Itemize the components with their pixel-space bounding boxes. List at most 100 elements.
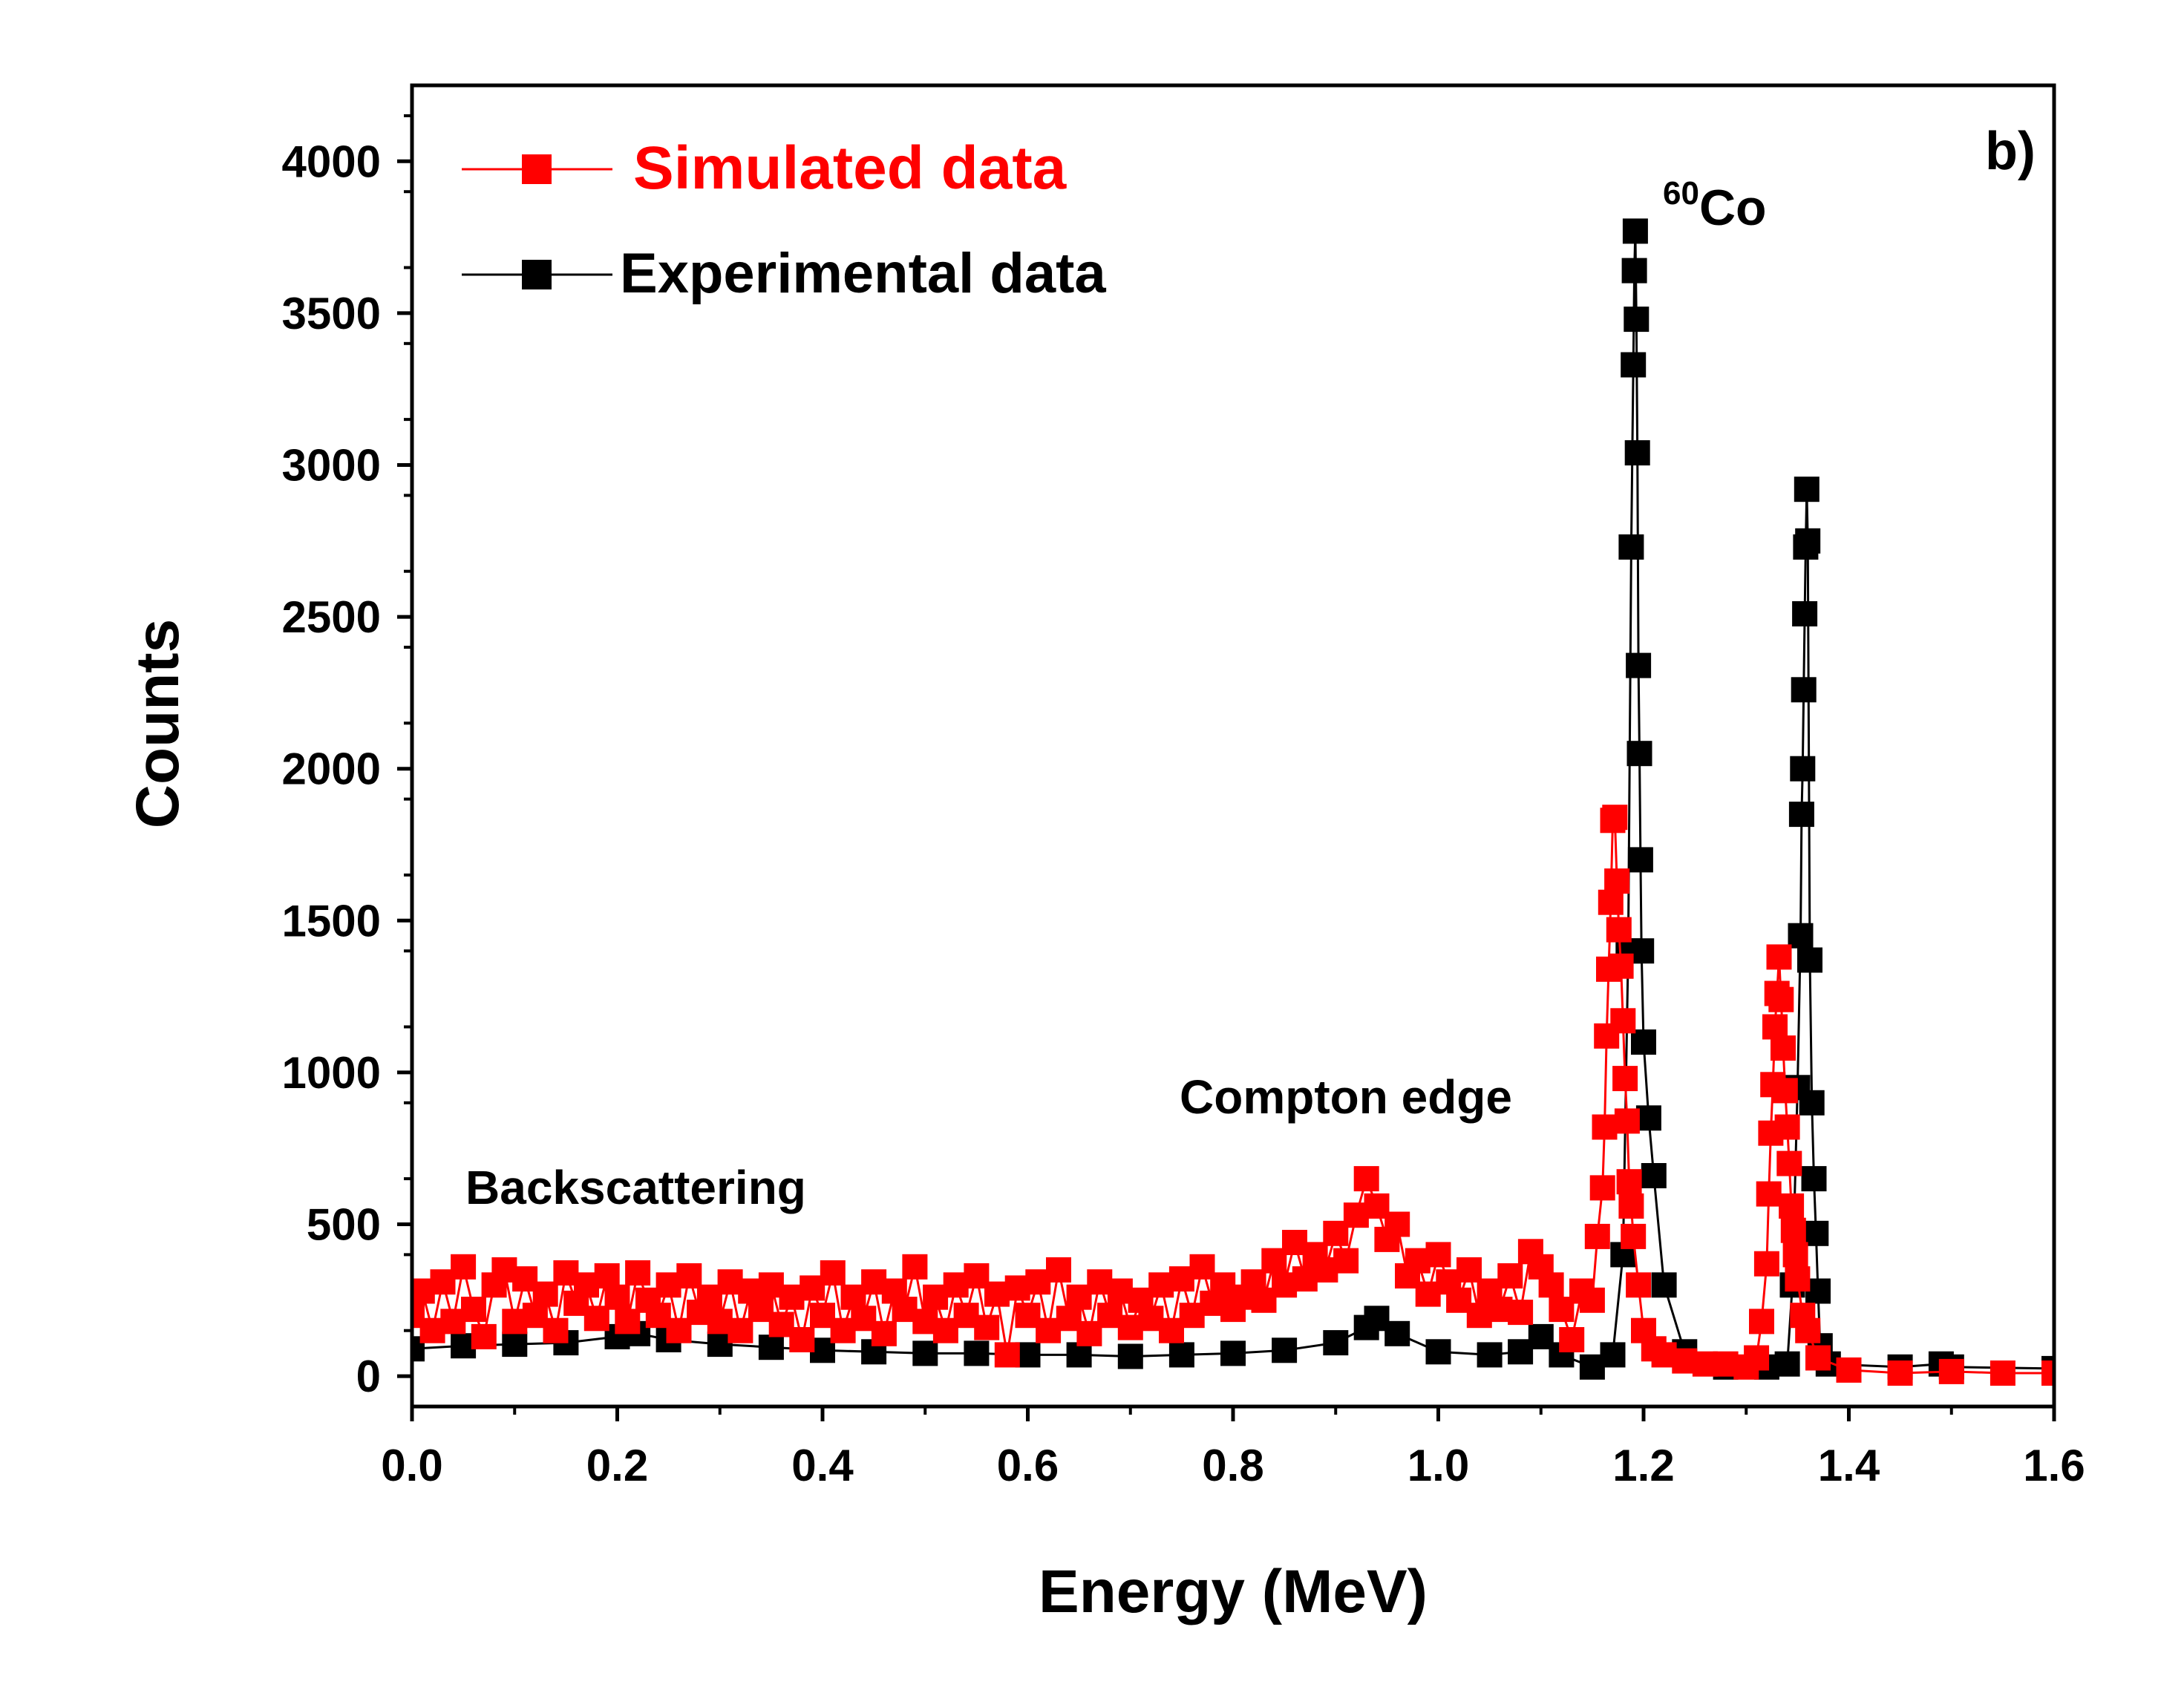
- data-point-simulated-data: [1598, 889, 1624, 915]
- data-point-experimental-data: [1774, 1351, 1800, 1377]
- data-point-experimental-data: [1788, 802, 1814, 828]
- legend: Simulated data Experimental data: [462, 134, 1106, 305]
- compton-edge-annotation: Compton edge: [1180, 1070, 1512, 1124]
- data-point-simulated-data: [789, 1327, 815, 1352]
- x-tick-label: 0.8: [1202, 1441, 1263, 1490]
- x-tick-label: 0.6: [997, 1441, 1059, 1490]
- data-point-experimental-data: [1641, 1163, 1667, 1188]
- data-point-simulated-data: [1779, 1193, 1805, 1219]
- tick-layer: 0.0 0.2 0.4 0.6 0.8 1.0 1.2 1.4 1.6 0 500 1000 1500 2…: [282, 114, 2085, 1490]
- data-point-experimental-data: [1635, 1105, 1661, 1131]
- data-point-simulated-data: [1756, 1181, 1782, 1207]
- isotope-label: 60Co: [1663, 175, 1767, 236]
- data-point-simulated-data: [2041, 1360, 2054, 1386]
- data-point-experimental-data: [1220, 1340, 1246, 1366]
- data-point-simulated-data: [1602, 805, 1628, 831]
- legend-entry-experimental: Experimental data: [462, 242, 1106, 305]
- data-point-simulated-data: [1559, 1327, 1585, 1352]
- data-point-experimental-data: [1600, 1342, 1626, 1368]
- data-point-simulated-data: [1626, 1272, 1652, 1298]
- data-point-simulated-data: [902, 1254, 928, 1280]
- backscattering-annotation: Backscattering: [465, 1161, 806, 1214]
- x-tick-label: 0.0: [381, 1441, 442, 1490]
- data-point-simulated-data: [1608, 953, 1634, 979]
- data-point-experimental-data: [1788, 923, 1814, 949]
- data-point-simulated-data: [1618, 1193, 1644, 1219]
- data-point-simulated-data: [728, 1317, 753, 1343]
- data-point-experimental-data: [964, 1340, 990, 1366]
- data-point-simulated-data: [994, 1342, 1020, 1368]
- data-point-experimental-data: [1626, 652, 1652, 678]
- data-point-simulated-data: [1785, 1266, 1811, 1292]
- isotope-symbol: Co: [1699, 180, 1767, 236]
- y-tick-label: 0: [356, 1352, 381, 1401]
- data-point-experimental-data: [1801, 1166, 1827, 1192]
- data-point-experimental-data: [1624, 440, 1650, 466]
- data-point-simulated-data: [1782, 1242, 1808, 1268]
- data-point-simulated-data: [1744, 1345, 1770, 1371]
- data-point-simulated-data: [820, 1260, 846, 1286]
- data-point-simulated-data: [1836, 1357, 1862, 1383]
- x-tick-label: 1.0: [1407, 1441, 1469, 1490]
- panel-label: b): [1985, 122, 2036, 181]
- data-point-simulated-data: [1616, 1169, 1642, 1195]
- y-tick-label: 3500: [282, 289, 381, 338]
- data-point-simulated-data: [1497, 1263, 1523, 1288]
- x-tick-label: 1.2: [1612, 1441, 1674, 1490]
- legend-experimental-label: Experimental data: [620, 242, 1106, 305]
- legend-experimental-marker: [522, 260, 552, 289]
- y-tick-label: 500: [307, 1199, 381, 1249]
- data-point-simulated-data: [974, 1314, 1000, 1340]
- data-point-simulated-data: [1384, 1211, 1410, 1237]
- data-point-simulated-data: [1805, 1345, 1831, 1371]
- data-point-experimental-data: [1790, 756, 1816, 782]
- data-point-simulated-data: [1592, 1114, 1618, 1140]
- y-tick-label: 1000: [282, 1048, 381, 1098]
- data-point-simulated-data: [676, 1263, 702, 1288]
- data-point-experimental-data: [1624, 307, 1650, 333]
- plot-frame: [410, 83, 2056, 1409]
- data-point-experimental-data: [1621, 352, 1647, 378]
- series-simulated-data: [412, 805, 2054, 1386]
- data-point-experimental-data: [1651, 1272, 1677, 1298]
- data-point-simulated-data: [1456, 1257, 1482, 1283]
- data-point-experimental-data: [1631, 1029, 1656, 1055]
- data-point-experimental-data: [1425, 1339, 1451, 1365]
- data-point-simulated-data: [1753, 1251, 1779, 1277]
- data-point-simulated-data: [1538, 1272, 1564, 1298]
- data-point-experimental-data: [1117, 1343, 1143, 1369]
- data-point-experimental-data: [1791, 677, 1817, 703]
- legend-simulated-label: Simulated data: [633, 134, 1068, 202]
- data-point-simulated-data: [1333, 1248, 1359, 1274]
- data-point-simulated-data: [1771, 1035, 1796, 1061]
- data-point-simulated-data: [615, 1309, 641, 1335]
- data-point-experimental-data: [1168, 1342, 1194, 1368]
- data-point-simulated-data: [1612, 1066, 1638, 1092]
- y-tick-label: 1500: [282, 896, 381, 946]
- y-tick-label: 4000: [282, 137, 381, 186]
- data-point-experimental-data: [912, 1340, 938, 1366]
- data-point-simulated-data: [461, 1297, 486, 1323]
- data-point-simulated-data: [1584, 1223, 1610, 1249]
- data-point-experimental-data: [1792, 601, 1818, 626]
- y-tick-label: 3000: [282, 440, 381, 490]
- data-point-simulated-data: [1610, 1008, 1636, 1034]
- data-point-simulated-data: [1508, 1300, 1534, 1326]
- data-point-simulated-data: [1425, 1242, 1451, 1268]
- x-tick-label: 0.2: [586, 1441, 648, 1490]
- data-point-experimental-data: [1066, 1342, 1092, 1368]
- data-point-experimental-data: [1621, 258, 1647, 284]
- data-point-simulated-data: [1353, 1166, 1379, 1192]
- data-point-experimental-data: [1618, 534, 1644, 560]
- data-point-experimental-data: [1799, 1090, 1825, 1116]
- x-tick-label: 0.4: [791, 1441, 854, 1490]
- data-point-simulated-data: [1772, 1078, 1798, 1104]
- x-tick-label: 1.6: [2023, 1441, 2085, 1490]
- data-point-simulated-data: [1795, 1317, 1821, 1343]
- y-tick-label: 2500: [282, 592, 381, 642]
- data-point-simulated-data: [471, 1323, 497, 1349]
- data-point-simulated-data: [1589, 1175, 1615, 1201]
- data-point-simulated-data: [1762, 1014, 1788, 1040]
